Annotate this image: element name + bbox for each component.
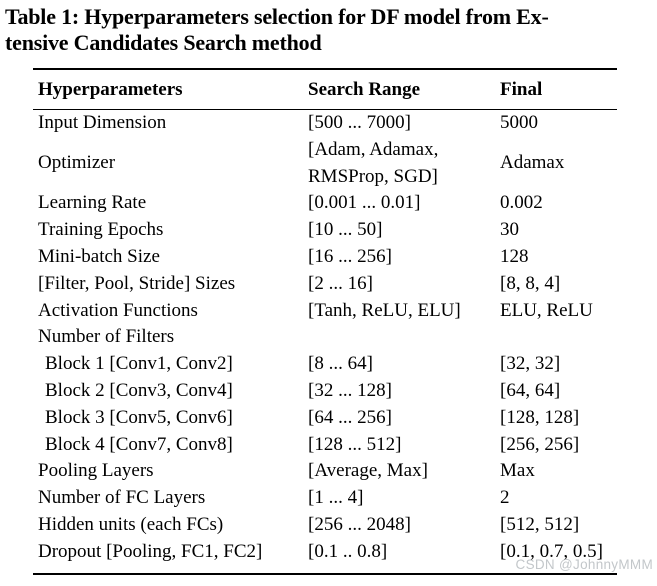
table-body: Input Dimension [500 ... 7000] 5000 Optimiz… bbox=[33, 110, 617, 574]
cell-hyperparameter: Input Dimension bbox=[38, 112, 167, 133]
cell-final: 2 bbox=[500, 487, 510, 509]
cell-hyperparameter: Number of Filters bbox=[38, 326, 175, 348]
cell-hyperparameter: Block 4 [Conv7, Conv8] bbox=[45, 433, 233, 455]
cell-final: 30 bbox=[500, 219, 519, 241]
table-row: Learning Rate [0.001 ... 0.01] 0.002 bbox=[33, 190, 617, 217]
cell-hyperparameter: Number of FC Layers bbox=[38, 487, 206, 509]
cell-search-range bbox=[308, 324, 500, 351]
cell-search-range: [10 ... 50] bbox=[308, 219, 383, 241]
cell-final: [8, 8, 4] bbox=[500, 272, 561, 294]
table-row: Dropout [Pooling, FC1, FC2] [0.1 .. 0.8] [… bbox=[33, 539, 617, 574]
table-header-row: Hyperparameters Search Range Final bbox=[33, 69, 617, 110]
table-row: Block 1 [Conv1, Conv2] [8 ... 64] [32, 32] bbox=[33, 351, 617, 378]
cell-final: [256, 256] bbox=[500, 433, 580, 455]
cell-final: Adamax bbox=[500, 152, 565, 174]
cell-hyperparameter: Dropout [Pooling, FC1, FC2] bbox=[38, 540, 263, 562]
cell-search-range: [128 ... 512] bbox=[308, 433, 402, 455]
cell-search-range: [2 ... 16] bbox=[308, 272, 373, 294]
cell-search-range: [8 ... 64] bbox=[308, 353, 373, 375]
cell-search-range: [1 ... 4] bbox=[308, 487, 364, 509]
cell-hyperparameter: Activation Functions bbox=[38, 299, 198, 321]
cell-final bbox=[500, 324, 617, 351]
cell-search-range: [32 ... 128] bbox=[308, 379, 392, 401]
cell-hyperparameter: Optimizer bbox=[38, 152, 116, 174]
table-row: Mini-batch Size [16 ... 256] 128 bbox=[33, 244, 617, 271]
cell-final: 0.002 bbox=[500, 192, 543, 214]
cell-final: ELU, ReLU bbox=[500, 299, 593, 321]
table-row: Block 4 [Conv7, Conv8] [128 ... 512] [256,… bbox=[33, 432, 617, 459]
table-row: Training Epochs [10 ... 50] 30 bbox=[33, 217, 617, 244]
cell-final: [128, 128] bbox=[500, 406, 580, 428]
table-row: Pooling Layers [Average, Max] Max bbox=[33, 458, 617, 485]
cell-search-range: [Tanh, ReLU, ELU] bbox=[308, 299, 461, 321]
cell-hyperparameter: Block 3 [Conv5, Conv6] bbox=[45, 406, 233, 428]
table-caption-line2: tensive Candidates Search method bbox=[5, 29, 322, 55]
cell-search-range: [256 ... 2048] bbox=[308, 513, 411, 535]
hyperparameters-table: Hyperparameters Search Range Final Input… bbox=[33, 68, 617, 575]
table-row: Activation Functions [Tanh, ReLU, ELU] ELU… bbox=[33, 298, 617, 325]
table-row: Hidden units (each FCs) [256 ... 2048] [51… bbox=[33, 512, 617, 539]
cell-final: [512, 512] bbox=[500, 513, 580, 535]
cell-final: Max bbox=[500, 460, 535, 482]
cell-search-range: [Average, Max] bbox=[308, 460, 428, 482]
table-caption: Table 1: Hyperparameters selection for D… bbox=[5, 4, 655, 55]
cell-search-range: [64 ... 256] bbox=[308, 406, 392, 428]
table-row: Block 3 [Conv5, Conv6] [64 ... 256] [128, … bbox=[33, 405, 617, 432]
column-header-search-range: Search Range bbox=[308, 69, 500, 110]
table-row: Number of FC Layers [1 ... 4] 2 bbox=[33, 485, 617, 512]
table-row: Number of Filters bbox=[33, 324, 617, 351]
column-header-hyperparameters: Hyperparameters bbox=[33, 69, 308, 110]
table-caption-line1: Table 1: Hyperparameters selection for D… bbox=[5, 4, 549, 29]
cell-hyperparameter: Mini-batch Size bbox=[38, 245, 160, 267]
cell-search-range: [0.1 .. 0.8] bbox=[308, 540, 388, 562]
table-header: Hyperparameters Search Range Final bbox=[33, 69, 617, 110]
cell-hyperparameter: Block 1 [Conv1, Conv2] bbox=[45, 353, 233, 375]
cell-final: 128 bbox=[500, 245, 529, 267]
watermark: CSDN @JohnnyMMM bbox=[515, 557, 653, 572]
table-row: Optimizer [Adam, Adamax, RMSProp, SGD] Ada… bbox=[33, 137, 617, 191]
cell-search-range: [16 ... 256] bbox=[308, 245, 392, 267]
cell-search-range: [0.001 ... 0.01] bbox=[308, 192, 421, 214]
cell-hyperparameter: Learning Rate bbox=[38, 192, 147, 214]
cell-final: [0.1, 0.7, 0.5] bbox=[500, 540, 603, 562]
cell-hyperparameter: Block 2 [Conv3, Conv4] bbox=[45, 379, 233, 401]
cell-hyperparameter: Pooling Layers bbox=[38, 460, 154, 482]
cell-hyperparameter: [Filter, Pool, Stride] Sizes bbox=[38, 272, 236, 294]
column-header-final: Final bbox=[500, 69, 617, 110]
cell-hyperparameter: Training Epochs bbox=[38, 219, 164, 241]
table-row: Block 2 [Conv3, Conv4] [32 ... 128] [64, 6… bbox=[33, 378, 617, 405]
cell-search-range: [Adam, Adamax, RMSProp, SGD] bbox=[308, 138, 439, 187]
cell-final: 5000 bbox=[500, 112, 538, 133]
cell-hyperparameter: Hidden units (each FCs) bbox=[38, 513, 224, 535]
table-row: [Filter, Pool, Stride] Sizes [2 ... 16] [8… bbox=[33, 271, 617, 298]
cell-search-range: [500 ... 7000] bbox=[308, 112, 411, 133]
cell-final: [32, 32] bbox=[500, 353, 561, 375]
table-row: Input Dimension [500 ... 7000] 5000 bbox=[33, 110, 617, 137]
cell-final: [64, 64] bbox=[500, 379, 561, 401]
